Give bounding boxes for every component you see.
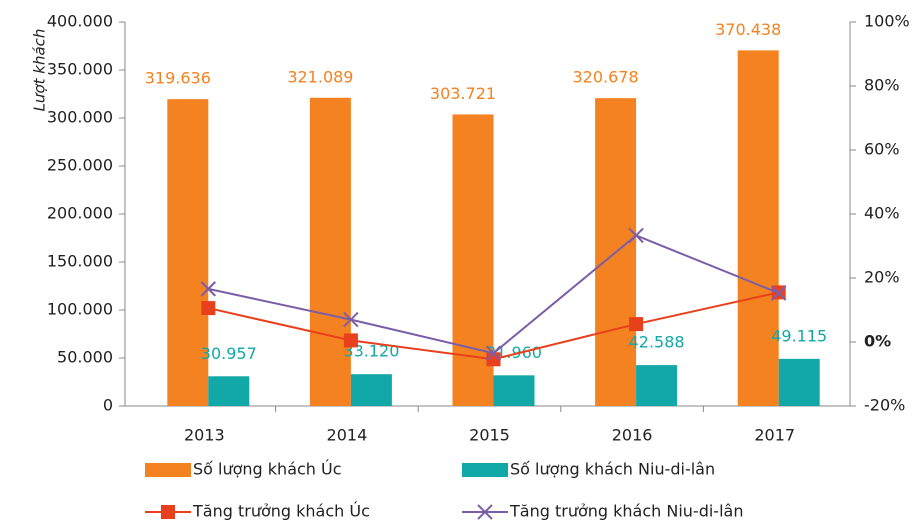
- legend-marker: [161, 505, 175, 519]
- data-label: 370.438: [715, 20, 781, 39]
- marker: [628, 227, 644, 244]
- x-tick-label: 2014: [327, 426, 368, 445]
- data-label: 42.588: [629, 333, 685, 352]
- y2-tick-label: 100%: [864, 12, 910, 31]
- marker: [629, 317, 644, 332]
- data-label: 30.957: [201, 344, 257, 363]
- y-tick-label: 250.000: [47, 156, 113, 175]
- y2-tick-label: 20%: [864, 268, 900, 287]
- y2-tick-label: 0%: [864, 332, 891, 351]
- bar: [493, 375, 535, 406]
- bar: [636, 365, 678, 406]
- y-tick-label: 50.000: [57, 348, 113, 367]
- data-label: 320.678: [573, 68, 639, 87]
- y2-tick-label: 80%: [864, 76, 900, 95]
- data-label: 321.089: [287, 67, 353, 86]
- x-tick-label: 2015: [469, 426, 510, 445]
- marker: [770, 285, 787, 301]
- y-tick-label: 300.000: [47, 108, 113, 127]
- legend-swatch: [462, 463, 508, 477]
- y-tick-label: 200.000: [47, 204, 113, 223]
- marker: [485, 345, 502, 361]
- y-tick-label: 400.000: [47, 12, 113, 31]
- bar: [350, 374, 392, 406]
- marker: [201, 301, 216, 316]
- marker: [343, 311, 359, 328]
- legend-label: Tăng trưởng khách Niu-di-lân: [509, 502, 743, 521]
- legend-label: Tăng trưởng khách Úc: [192, 502, 370, 521]
- y-tick-label: 350.000: [47, 60, 113, 79]
- data-label: 49.115: [771, 326, 827, 345]
- y2-tick-label: -20%: [864, 396, 905, 415]
- legend-label: Số lượng khách Niu-di-lân: [510, 460, 715, 479]
- marker: [200, 281, 217, 297]
- y2-tick-label: 40%: [864, 204, 900, 223]
- data-label: 303.721: [430, 84, 496, 103]
- x-tick-label: 2013: [184, 426, 225, 445]
- bar: [778, 358, 820, 406]
- x-tick-label: 2016: [612, 426, 653, 445]
- bar: [737, 50, 779, 407]
- legend-marker: [477, 504, 493, 520]
- y-axis-label: Lượt khách: [31, 29, 49, 112]
- y-tick-label: 150.000: [47, 252, 113, 271]
- bar: [309, 97, 351, 406]
- bar: [208, 376, 250, 406]
- y-tick-label: 100.000: [47, 300, 113, 319]
- data-label: 319.636: [145, 69, 211, 88]
- legend-label: Số lượng khách Úc: [193, 460, 342, 479]
- marker: [343, 333, 358, 348]
- y2-tick-label: 60%: [864, 140, 900, 159]
- y-tick-label: 0: [103, 396, 113, 415]
- bar: [167, 99, 209, 406]
- legend-swatch: [145, 463, 191, 477]
- x-tick-label: 2017: [754, 426, 795, 445]
